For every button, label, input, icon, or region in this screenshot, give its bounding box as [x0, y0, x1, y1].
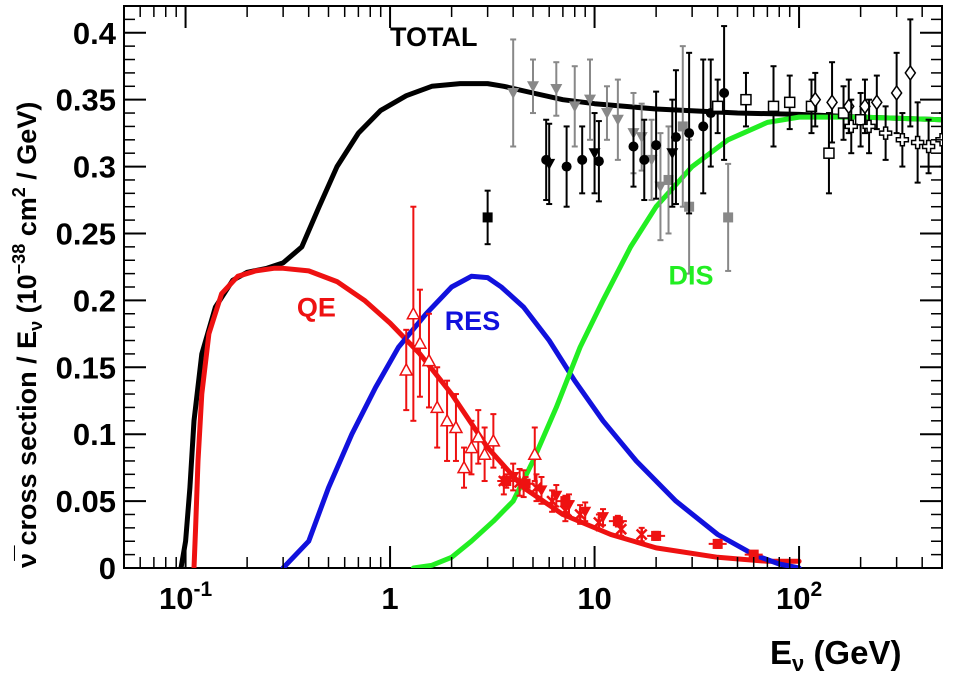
data-point	[600, 108, 613, 120]
y-tick-label: 0.1	[73, 417, 116, 452]
data-point	[406, 306, 421, 320]
data-point	[527, 446, 543, 461]
data-point	[579, 506, 592, 518]
data-point	[723, 212, 734, 223]
data-point	[527, 81, 539, 93]
data-point	[482, 212, 493, 223]
y-axis-title: ν̅ cross section / Eν (10−38 cm2 / GeV)	[9, 102, 46, 568]
data-point	[809, 91, 822, 108]
data-point	[507, 87, 520, 99]
x-tick-label: 1	[381, 581, 398, 616]
data-point	[574, 508, 587, 521]
data-point	[584, 94, 597, 106]
data-point	[635, 528, 648, 541]
data-point	[520, 478, 531, 489]
data-point	[711, 100, 724, 113]
curve-label-total: TOTAL	[390, 22, 478, 52]
data-point	[546, 495, 558, 508]
x-tick-label: 102	[776, 578, 822, 616]
y-tick-label: 0.3	[73, 150, 116, 185]
data-point	[910, 135, 925, 150]
data-point	[471, 429, 486, 443]
data-point	[904, 64, 917, 82]
data-point	[677, 121, 688, 132]
data-point	[878, 126, 893, 140]
data-point	[684, 128, 695, 139]
data-point	[651, 140, 662, 151]
data-point	[577, 154, 588, 165]
data-point	[398, 362, 414, 376]
data-point	[412, 335, 428, 349]
data-point	[593, 156, 604, 167]
data-point	[654, 181, 667, 193]
data-point	[670, 132, 681, 143]
data-point	[844, 119, 859, 134]
y-tick-label: 0.15	[56, 350, 116, 385]
data-point	[421, 353, 437, 367]
data-point	[698, 121, 709, 132]
y-tick-label: 0.2	[73, 283, 116, 318]
y-tick-label: 0.4	[73, 16, 117, 51]
data-point	[895, 133, 910, 147]
data-point	[561, 161, 572, 172]
y-tick-label: 0	[99, 551, 116, 586]
data-point	[501, 476, 512, 487]
data-point	[448, 419, 464, 434]
data-point	[823, 147, 835, 159]
x-tick-label: 10-1	[159, 578, 212, 616]
data-point	[456, 460, 472, 474]
data-point	[568, 101, 581, 113]
data-point	[543, 158, 556, 170]
curve-label-qe: QE	[297, 292, 336, 322]
data-point	[890, 84, 903, 102]
data-point	[486, 433, 501, 447]
data-point	[593, 516, 605, 529]
measurement-points	[398, 18, 942, 560]
x-axis-title: Eν (GeV)	[770, 634, 901, 674]
data-point	[612, 516, 623, 527]
data-point	[921, 139, 936, 154]
data-point	[826, 94, 838, 111]
data-point	[712, 538, 723, 549]
data-point	[666, 148, 679, 160]
data-point	[464, 440, 479, 454]
y-tick-label: 0.05	[56, 484, 116, 519]
data-point	[588, 148, 601, 160]
data-point	[611, 114, 624, 126]
data-point	[748, 549, 759, 560]
data-point	[429, 399, 445, 414]
data-point	[740, 93, 752, 106]
data-point	[560, 496, 571, 507]
data-point	[477, 446, 492, 461]
data-point	[783, 96, 796, 109]
data-point	[719, 87, 730, 98]
data-point	[651, 530, 662, 541]
data-point	[870, 94, 883, 111]
data-point	[639, 154, 650, 165]
curve-label-dis: DIS	[669, 260, 714, 290]
data-point	[862, 119, 876, 134]
data-point	[507, 472, 520, 484]
data-point	[628, 141, 639, 152]
curve-label-res: RES	[445, 306, 501, 336]
data-point	[439, 413, 455, 427]
y-tick-label: 0.25	[56, 216, 116, 251]
data-point	[663, 174, 674, 185]
axis-ticks: 0 0.05 0.1 0.15 0.2 0.25 0.3 0.35 0.4 10-1 1 10 102	[56, 6, 943, 616]
y-tick-label: 0.35	[56, 83, 116, 118]
data-point	[767, 100, 780, 113]
x-tick-label: 10	[577, 581, 611, 616]
curve-labels: TOTAL QE RES DIS	[297, 22, 714, 336]
data-point	[550, 83, 563, 95]
curve-res	[280, 273, 802, 568]
